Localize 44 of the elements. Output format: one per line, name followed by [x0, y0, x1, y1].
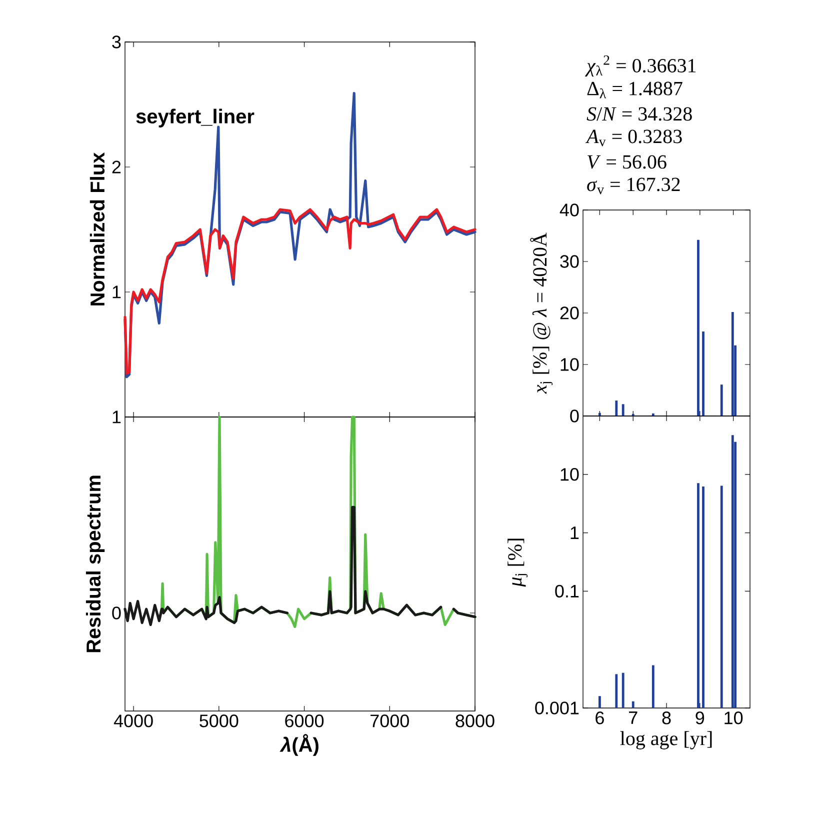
- y-tick-label: 0.001: [535, 702, 579, 714]
- text: A$_{v}$ = 0.3283: [585, 130, 682, 146]
- y-tick-label: 2: [112, 160, 121, 174]
- y-axis-title: μ$_{j}$ [%]: [508, 538, 528, 587]
- text: χ$_{λ}$$^{2}$ = 0.36631: [584, 55, 696, 77]
- y-tick-label: 20: [560, 306, 579, 320]
- line-series: [124, 208, 476, 375]
- y-tick-label: 10: [560, 468, 579, 481]
- x-tick-label: 10: [724, 712, 743, 724]
- y-tick-label: 0: [112, 606, 121, 620]
- text: σ$_{v}$ = 167.32: [587, 178, 680, 194]
- x-tick-label: 4000: [114, 714, 153, 728]
- bar: [697, 240, 700, 416]
- x-tick-label: 7000: [370, 714, 409, 728]
- y-tick-label: 10: [560, 358, 579, 371]
- y-axis-title: Residual spectrum: [86, 476, 105, 652]
- bar: [731, 312, 734, 416]
- y-tick-label: 3: [112, 36, 121, 48]
- y-tick-label: 30: [560, 255, 579, 268]
- x-tick-label: 8000: [456, 714, 494, 728]
- text: S/N = 34.328: [586, 107, 692, 121]
- x-tick-label: 6: [596, 712, 604, 724]
- x-axis-title: λ(Å): [280, 734, 318, 756]
- x-tick-label: 5000: [200, 714, 238, 728]
- y-tick-label: 0.1: [555, 584, 579, 598]
- text: V = 56.06: [588, 155, 666, 169]
- x-tick-label: 6000: [285, 714, 324, 728]
- y-axis-title: x$_{j}$ [%] @ λ = 4020Å: [530, 232, 553, 394]
- bar: [702, 332, 704, 416]
- y-tick-label: 1: [570, 526, 579, 539]
- bar: [622, 404, 624, 416]
- y-axis-title: Normalized Flux: [90, 152, 105, 306]
- x-tick-label: 7: [629, 712, 638, 724]
- x-axis-title: log age [yr]: [620, 731, 712, 750]
- y-tick-label: 1: [112, 286, 121, 298]
- annotation: seyfert_liner: [136, 108, 254, 128]
- y-tick-label: 1: [112, 410, 121, 424]
- x-tick-label: 9: [696, 712, 704, 724]
- bar: [720, 384, 723, 416]
- y-tick-label: 40: [560, 204, 579, 216]
- x-tick-label: 8: [662, 712, 671, 724]
- bar: [615, 400, 618, 416]
- y-tick-label: 0: [570, 410, 579, 422]
- text: Δ$_{λ}$ = 1.4887: [587, 82, 682, 98]
